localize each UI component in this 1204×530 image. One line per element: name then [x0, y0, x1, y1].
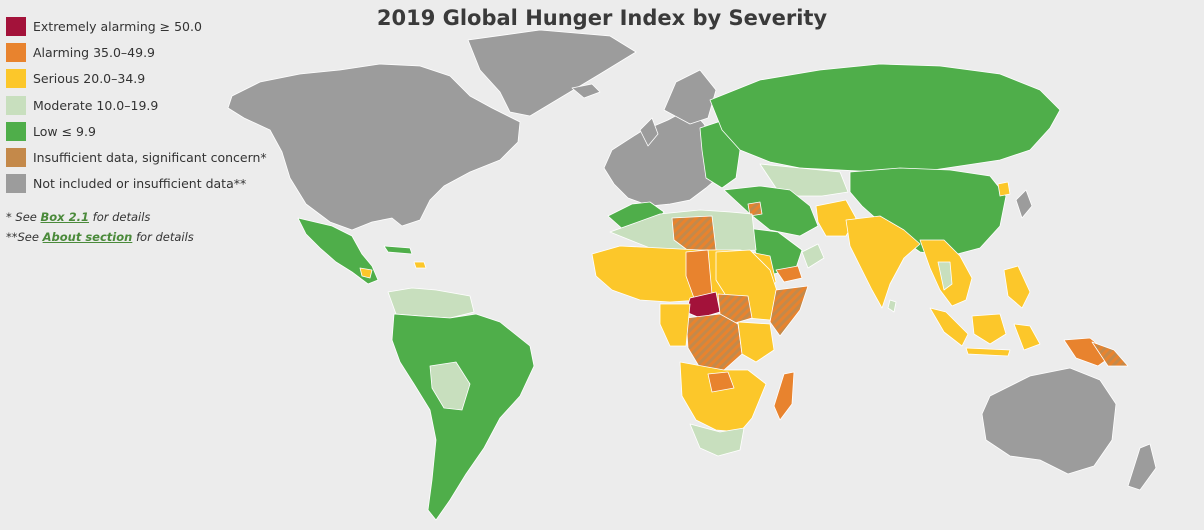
- legend-label: Moderate 10.0–19.9: [33, 97, 159, 113]
- legend-label: Insufficient data, significant concern*: [33, 150, 267, 166]
- legend-swatch: [6, 42, 26, 62]
- legend-item-insufficient-concern: Insufficient data, significant concern*: [6, 144, 267, 170]
- legend-item-extremely-alarming: Extremely alarming ≥ 50.0: [6, 13, 267, 39]
- region-scandinavia: [663, 69, 717, 125]
- region-madagascar: [773, 371, 795, 421]
- footnote-2-suffix: for details: [132, 230, 194, 244]
- region-japan: [1015, 189, 1033, 219]
- legend-swatch: [6, 16, 26, 36]
- legend-item-alarming: Alarming 35.0–49.9: [6, 39, 267, 65]
- region-southern-africa: [679, 361, 767, 433]
- region-caribbean-cuba: [383, 245, 413, 255]
- footnote-1-suffix: for details: [88, 210, 151, 224]
- region-oman: [801, 243, 825, 269]
- legend-label: Low ≤ 9.9: [33, 123, 96, 139]
- footnote-2-prefix: **See: [6, 230, 43, 244]
- box-2-1-link[interactable]: Box 2.1: [40, 210, 89, 224]
- region-zambia-zimbabwe: [707, 371, 735, 393]
- footnote-2: **See About section for details: [6, 227, 194, 247]
- region-south-sudan: [717, 293, 753, 325]
- region-north-america: [227, 63, 521, 231]
- region-central-africa-west: [659, 303, 691, 347]
- region-mexico: [297, 217, 379, 285]
- region-yemen: [775, 265, 803, 283]
- region-australia: [981, 367, 1117, 475]
- region-colombia-venezuela: [387, 287, 475, 319]
- region-syria: [747, 201, 763, 217]
- region-indonesia-borneo: [971, 313, 1007, 345]
- region-bolivia-paraguay: [429, 361, 471, 411]
- legend-label: Alarming 35.0–49.9: [33, 44, 155, 60]
- region-somalia: [769, 285, 809, 337]
- legend: Extremely alarming ≥ 50.0 Alarming 35.0–…: [6, 13, 267, 197]
- region-haiti: [413, 261, 427, 269]
- region-sri-lanka: [887, 299, 897, 313]
- region-china-mongolia: [849, 167, 1007, 257]
- about-section-link[interactable]: About section: [42, 230, 133, 244]
- region-indonesia-sumatra: [929, 307, 969, 347]
- region-east-africa: [737, 321, 775, 363]
- region-new-zealand: [1127, 443, 1157, 491]
- legend-label: Serious 20.0–34.9: [33, 71, 146, 87]
- legend-item-low: Low ≤ 9.9: [6, 118, 267, 144]
- region-afghanistan-pakistan: [815, 199, 857, 237]
- region-north-korea: [997, 181, 1011, 197]
- region-south-america: [391, 313, 535, 521]
- region-central-america: [359, 267, 373, 279]
- legend-swatch: [6, 69, 26, 89]
- legend-item-moderate: Moderate 10.0–19.9: [6, 92, 267, 118]
- legend-swatch: [6, 174, 26, 194]
- region-thailand: [937, 261, 953, 291]
- region-russia: [709, 63, 1061, 173]
- legend-swatch: [6, 148, 26, 168]
- region-philippines: [1003, 265, 1031, 309]
- region-png: [1091, 341, 1129, 367]
- region-india: [845, 215, 921, 309]
- legend-swatch: [6, 95, 26, 115]
- legend-item-not-included: Not included or insufficient data**: [6, 171, 267, 197]
- region-greenland: [467, 29, 637, 117]
- map-title: 2019 Global Hunger Index by Severity: [376, 6, 828, 30]
- legend-item-serious: Serious 20.0–34.9: [6, 66, 267, 92]
- legend-label: Not included or insufficient data**: [33, 176, 247, 192]
- region-turkey-iran: [723, 185, 819, 237]
- region-indonesia-java: [965, 347, 1011, 357]
- footnote-1-prefix: * See: [6, 210, 41, 224]
- region-indonesia-east: [1013, 323, 1041, 351]
- footnotes: * See Box 2.1 for details **See About se…: [6, 207, 194, 247]
- region-iceland: [571, 83, 601, 99]
- region-south-africa: [689, 423, 745, 457]
- legend-label: Extremely alarming ≥ 50.0: [33, 18, 202, 34]
- legend-swatch: [6, 121, 26, 141]
- region-congo: [685, 313, 743, 371]
- footnote-1: * See Box 2.1 for details: [6, 207, 194, 227]
- region-uk: [639, 117, 659, 147]
